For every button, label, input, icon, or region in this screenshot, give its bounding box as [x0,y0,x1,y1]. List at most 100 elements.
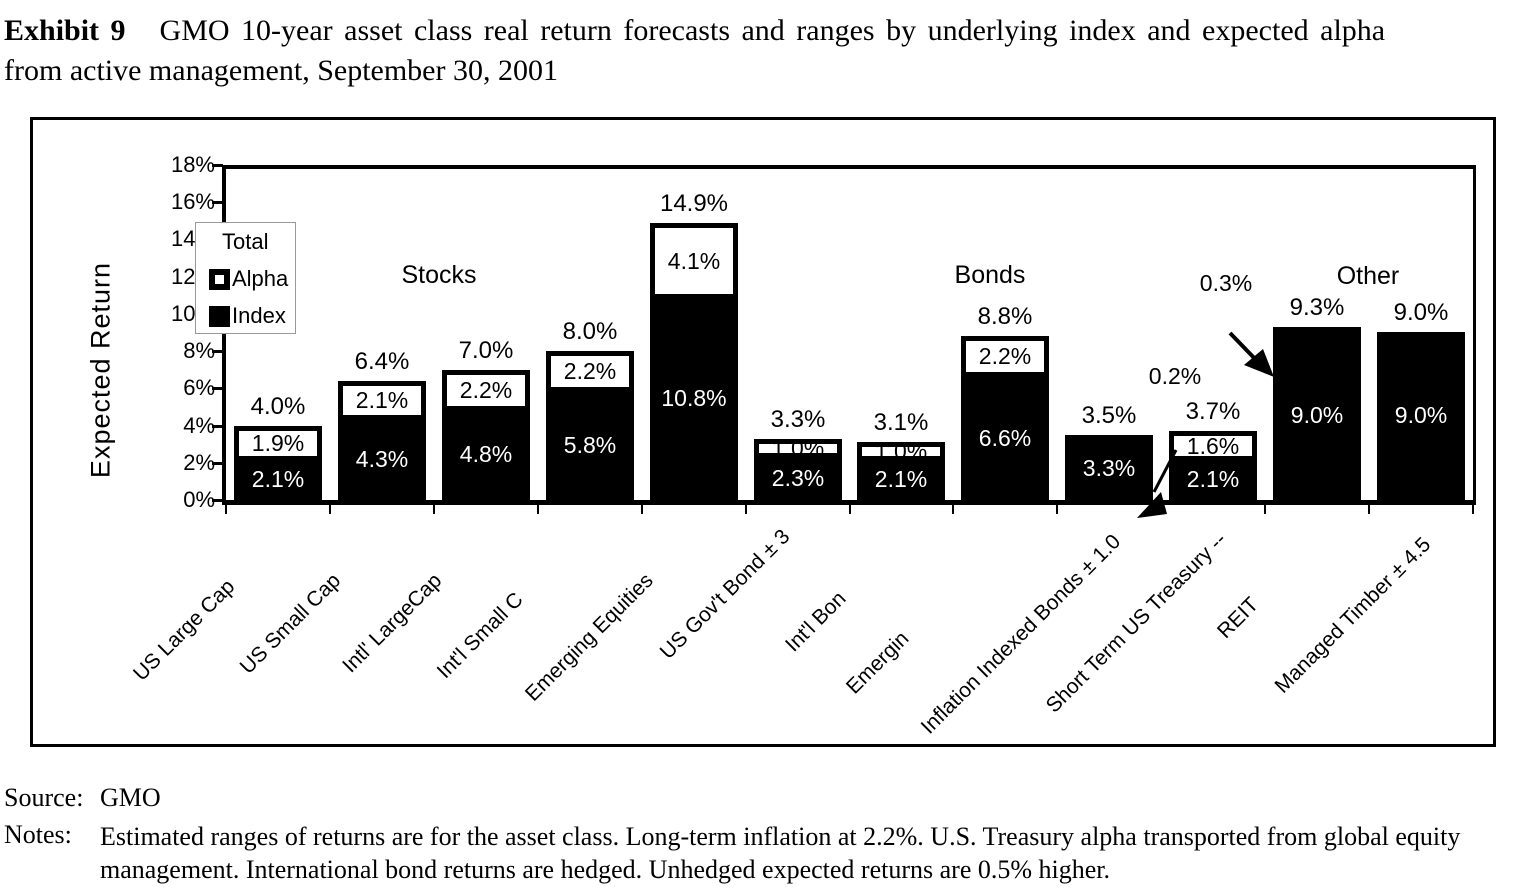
bar: 3.3% [1065,435,1153,500]
footer: Source: GMO Notes: Estimated ranges of r… [4,783,1518,886]
category-label: Short Term US Treasury -- [1041,528,1232,718]
bar-total-label: 7.0% [458,337,514,364]
bar-total-label: 3.5% [1081,402,1137,429]
section-label-stocks: Stocks [401,261,477,289]
bar-alpha-segment: 2.2% [447,375,525,406]
category-label: Int'l Small C [432,588,528,684]
category-label: US Gov't Bond ± 3 [655,525,795,664]
x-axis-tick [432,505,435,514]
bar: 4.1% 10.8% [650,223,738,500]
notes-text-line-2: management. International bond returns a… [100,855,1111,884]
alpha-swatch-icon [209,268,230,290]
bar: 9.0% [1273,327,1361,500]
category-label: Managed Timber ± 4.5 [1270,533,1436,698]
y-axis-line [222,165,226,504]
category-label: Emerging Equities [520,569,658,706]
title-text: GMO 10-year asset class real return fore… [159,14,1386,47]
bar: 9.0% [1377,332,1465,500]
x-axis-tick [1472,505,1474,514]
plot-right-border [1473,165,1476,500]
bar-index-label: 10.8% [661,385,727,411]
y-axis-tick [212,499,223,502]
exhibit-number: Exhibit 9 [4,14,126,47]
bar-total-label: 3.3% [770,406,826,433]
bar: 2.2% 5.8% [546,351,634,500]
legend: Total Alpha Index [195,222,296,334]
x-axis-line [222,500,1476,505]
y-axis-tick [212,164,223,167]
bar-index-label: 3.3% [1082,455,1136,481]
bar-alpha-label: 1.0% [772,444,824,453]
title-line-2: from active management, September 30, 20… [4,54,558,87]
bar: 1.0% 2.3% [754,439,842,500]
title-line-1: Exhibit 9 GMO 10-year asset class real re… [4,14,1518,48]
y-tick-label: 18% [170,152,215,177]
annotation-alpha-reits: 0.3% [1199,270,1253,296]
bar-index-label: 2.1% [251,466,305,492]
bar-total-label: 6.4% [354,348,410,375]
bar-total-label: 14.9% [659,190,729,217]
bar: 2.1% 4.3% [338,381,426,500]
bar-total-label: 3.1% [873,409,929,436]
annotation-alpha-inflation-bonds: 0.2% [1148,363,1202,389]
bar-alpha-segment: 1.6% [1174,436,1252,456]
bar-alpha-segment: 2.2% [966,341,1044,372]
bar-index-label: 2.3% [771,465,825,491]
exhibit-title: Exhibit 9 GMO 10-year asset class real re… [4,14,1518,88]
section-label-other: Other [1336,262,1400,290]
plot-area: 18% 16% 14% 12% 10% 8% 6% 4% 2% 0% 1.9% 2.1% 4.0% US … [33,120,1493,744]
notes-label: Notes: [4,820,72,849]
y-axis-tick [212,387,223,391]
category-label: US Small Cap [235,569,346,679]
source-label: Source: [4,783,84,812]
bar: 2.2% 6.6% [961,336,1049,500]
legend-alpha-label: Alpha [232,266,289,291]
bar-alpha-label: 2.2% [459,377,513,403]
bar-total-label: 9.0% [1393,299,1449,326]
bar-index-label: 4.3% [355,446,409,472]
plot-top-border [222,165,1476,169]
bar-alpha-segment: 2.2% [551,356,629,387]
notes-text-line-1: Estimated ranges of returns are for the … [100,822,1461,851]
x-axis-tick [1056,505,1059,514]
y-tick-label: 6% [183,375,215,401]
x-axis-tick [1368,505,1371,514]
x-axis-tick [1264,505,1267,514]
x-axis-tick [744,505,747,514]
bar-alpha-label: 2.2% [978,343,1032,369]
bar-alpha-label: 1.6% [1186,436,1240,456]
x-axis-tick [536,505,539,514]
bar-total-label: 8.0% [562,318,618,345]
category-label: Emergin [841,627,914,699]
bar-total-label: 3.7% [1185,398,1241,425]
bar-index-label: 5.8% [563,432,617,458]
bar: 1.9% 2.1% [234,426,322,500]
category-label: Int'l Bon [780,587,851,657]
category-label: REIT [1213,593,1264,644]
bar-total-label: 9.3% [1289,294,1345,321]
bar-index-label: 9.0% [1394,402,1448,428]
bar: 1.6% 2.1% [1169,431,1257,500]
y-axis-title: Expected Return [85,261,116,479]
bar-index-label: 9.0% [1290,402,1344,428]
category-label: Intl' LargeCap [338,569,447,678]
y-axis-tick [212,201,223,205]
bar-alpha-label: 1.0% [875,447,927,456]
legend-entry-index: Index [209,303,295,329]
bar-total-label: 8.8% [977,303,1033,330]
source-row: Source: GMO [4,783,1518,813]
bar-alpha-label: 1.9% [251,431,305,456]
chart-frame: 18% 16% 14% 12% 10% 8% 6% 4% 2% 0% 1.9% 2.1% 4.0% US … [30,117,1496,747]
y-tick-label: 0% [183,487,215,512]
bar: 1.0% 2.1% [857,442,945,500]
legend-title: Total [222,229,269,254]
y-axis-tick [212,424,223,428]
y-tick-label: 8% [183,338,215,364]
section-label-bonds: Bonds [954,261,1026,289]
bar-alpha-segment: 1.0% [759,444,837,453]
bar-index-label: 4.8% [459,441,513,467]
legend-index-label: Index [232,303,286,328]
bar-total-label: 4.0% [250,393,306,420]
bar-alpha-segment: 1.9% [239,431,317,456]
index-swatch-icon [209,305,230,327]
